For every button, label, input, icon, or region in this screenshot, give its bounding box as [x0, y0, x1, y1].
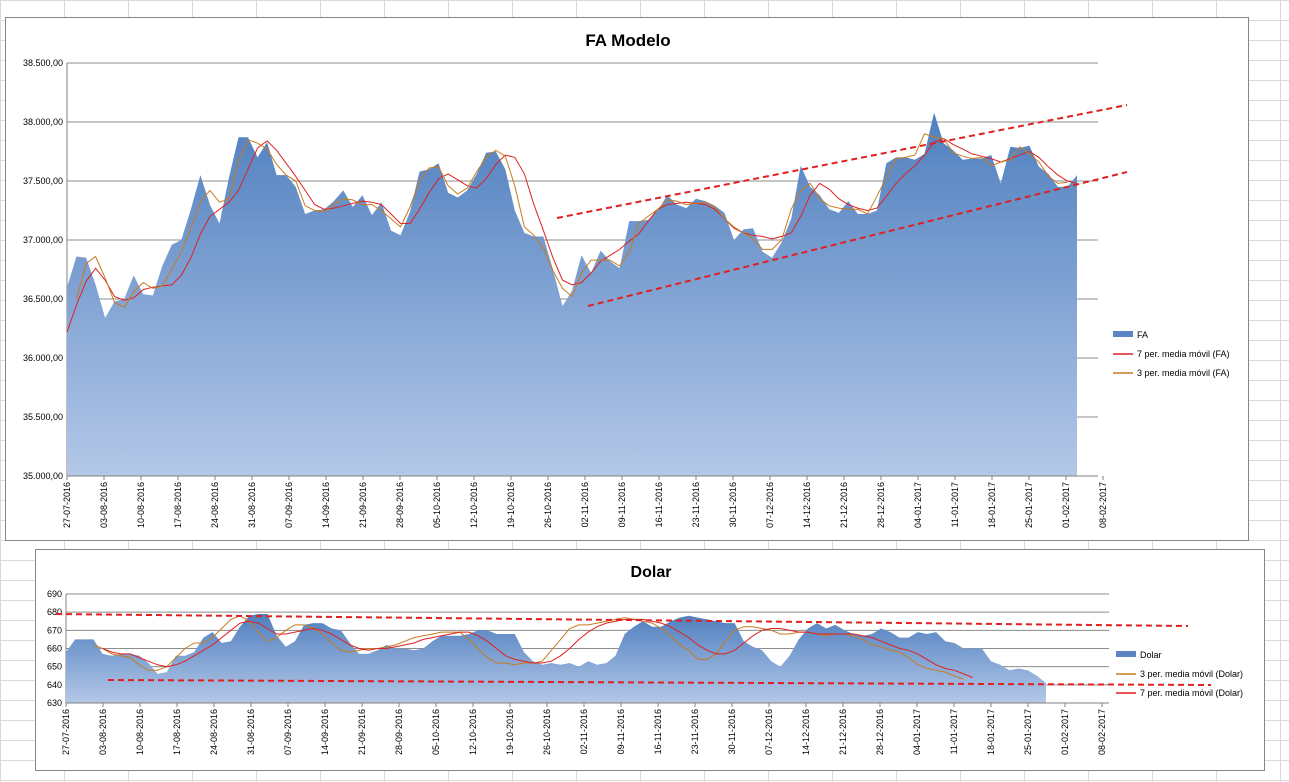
fa-y-tick-label: 38.000,00: [23, 117, 63, 127]
fa-modelo-plot: FA Modelo 35.000,00 35.500,00 36.000,00 36.5…: [23, 31, 1230, 528]
dolar-x-tick-label: 03-08-2016: [98, 709, 108, 755]
dolar-x-tick-label: 14-12-2016: [801, 709, 811, 755]
dolar-trend-line-1: [107, 679, 1212, 686]
dolar-x-tick-label: 08-02-2017: [1097, 709, 1107, 755]
dolar-x-tick-label: 16-11-2016: [653, 709, 663, 754]
fa-trend-line-0: [556, 104, 1128, 219]
dolar-x-tick-label: 05-10-2016: [431, 709, 441, 755]
fa-trend-line-1: [587, 171, 1128, 307]
dolar-x-tick-label: 10-08-2016: [135, 709, 145, 755]
dolar-x-tick-label: 24-08-2016: [209, 709, 219, 755]
fa-x-tick-label: 05-10-2016: [432, 482, 442, 528]
fa-x-tick-label: 08-02-2017: [1098, 482, 1108, 528]
dolar-x-tick-label: 07-12-2016: [764, 709, 774, 755]
fa-x-tick-label: 28-12-2016: [876, 482, 886, 528]
fa-x-tick-label: 21-12-2016: [839, 482, 849, 528]
fa-y-tick-label: 37.500,00: [23, 176, 63, 186]
fa-x-tick-label: 14-12-2016: [802, 482, 812, 528]
dolar-x-tick-label: 21-09-2016: [357, 709, 367, 755]
dolar-x-tick-label: 11-01-2017: [949, 709, 959, 754]
dolar-y-tick-label: 670: [47, 625, 62, 635]
dolar-chart: Dolar 630 640 650 660 670 680 690 27-07-2016 03-0…: [35, 549, 1265, 771]
fa-x-tick-label: 23-11-2016: [691, 482, 701, 527]
fa-y-tick-label: 38.500,00: [23, 58, 63, 68]
fa-x-tick-label: 25-01-2017: [1024, 482, 1034, 528]
dolar-x-tick-label: 19-10-2016: [505, 709, 515, 755]
dolar-x-tick-label: 02-11-2016: [579, 709, 589, 754]
dolar-trend-line-0: [55, 613, 1189, 627]
fa-x-tick-label: 27-07-2016: [62, 482, 72, 528]
fa-x-tick-label: 18-01-2017: [987, 482, 997, 528]
fa-x-tick-label: 07-09-2016: [284, 482, 294, 528]
dolar-y-tick-label: 650: [47, 662, 62, 672]
dolar-x-tick-label: 28-09-2016: [394, 709, 404, 755]
dolar-plot: Dolar 630 640 650 660 670 680 690 27-07-2016 03-0…: [47, 564, 1243, 755]
fa-x-tick-label: 26-10-2016: [543, 482, 553, 528]
dolar-y-tick-label: 630: [47, 698, 62, 708]
dolar-x-tick-label: 23-11-2016: [690, 709, 700, 754]
fa-x-tick-label: 03-08-2016: [99, 482, 109, 528]
fa-series-1-line: [66, 137, 1078, 333]
dolar-x-tick-label: 04-01-2017: [912, 709, 922, 755]
fa-legend-entry: FA: [1137, 330, 1148, 340]
fa-x-tick-label: 07-12-2016: [765, 482, 775, 528]
fa-x-tick-label: 12-10-2016: [469, 482, 479, 528]
dolar-title: Dolar: [631, 564, 672, 581]
fa-x-tick-label: 30-11-2016: [728, 482, 738, 527]
fa-legend-swatch: [1113, 331, 1133, 337]
dolar-x-tick-label: 17-08-2016: [172, 709, 182, 755]
fa-x-tick-label: 16-11-2016: [654, 482, 664, 527]
dolar-legend-entry: 7 per. media móvil (Dolar): [1140, 688, 1243, 698]
fa-x-tick-label: 04-01-2017: [913, 482, 923, 528]
dolar-x-tick-label: 25-01-2017: [1023, 709, 1033, 755]
dolar-x-tick-label: 27-07-2016: [61, 709, 71, 755]
dolar-x-tick-label: 14-09-2016: [320, 709, 330, 755]
fa-x-tick-label: 01-02-2017: [1061, 482, 1071, 528]
dolar-y-tick-label: 640: [47, 680, 62, 690]
fa-x-tick-label: 31-08-2016: [247, 482, 257, 528]
dolar-x-tick-label: 30-11-2016: [727, 709, 737, 754]
fa-x-tick-label: 11-01-2017: [950, 482, 960, 527]
fa-y-tick-label: 35.500,00: [23, 412, 63, 422]
fa-legend-entry: 7 per. media móvil (FA): [1137, 349, 1230, 359]
fa-x-tick-label: 19-10-2016: [506, 482, 516, 528]
dolar-y-tick-label: 680: [47, 607, 62, 617]
fa-y-tick-label: 36.500,00: [23, 294, 63, 304]
fa-x-tick-label: 09-11-2016: [617, 482, 627, 527]
dolar-x-tick-label: 09-11-2016: [616, 709, 626, 754]
fa-x-tick-label: 10-08-2016: [136, 482, 146, 528]
fa-x-tick-label: 14-09-2016: [321, 482, 331, 528]
fa-title: FA Modelo: [585, 31, 670, 50]
dolar-y-tick-label: 660: [47, 644, 62, 654]
dolar-x-tick-label: 12-10-2016: [468, 709, 478, 755]
dolar-legend-entry: Dolar: [1140, 650, 1162, 660]
fa-modelo-chart: FA Modelo 35.000,00 35.500,00 36.000,00 36.5…: [5, 17, 1249, 541]
dolar-x-tick-label: 21-12-2016: [838, 709, 848, 755]
dolar-legend-swatch: [1116, 651, 1136, 657]
dolar-legend-entry: 3 per. media móvil (Dolar): [1140, 669, 1243, 679]
fa-y-tick-label: 37.000,00: [23, 235, 63, 245]
dolar-x-tick-label: 28-12-2016: [875, 709, 885, 755]
dolar-x-tick-label: 01-02-2017: [1060, 709, 1070, 755]
fa-y-tick-label: 36.000,00: [23, 353, 63, 363]
fa-x-tick-label: 17-08-2016: [173, 482, 183, 528]
fa-legend-entry: 3 per. media móvil (FA): [1137, 368, 1230, 378]
dolar-x-tick-label: 18-01-2017: [986, 709, 996, 755]
dolar-x-tick-label: 31-08-2016: [246, 709, 256, 755]
dolar-series-2-line: [102, 618, 973, 679]
fa-x-tick-label: 02-11-2016: [580, 482, 590, 527]
dolar-y-tick-label: 690: [47, 589, 62, 599]
dolar-x-tick-label: 07-09-2016: [283, 709, 293, 755]
fa-x-tick-label: 24-08-2016: [210, 482, 220, 528]
fa-x-tick-label: 28-09-2016: [395, 482, 405, 528]
fa-x-tick-label: 21-09-2016: [358, 482, 368, 528]
fa-series-2-line: [76, 133, 1068, 308]
fa-y-tick-label: 35.000,00: [23, 471, 63, 481]
fa-series-0-area: [67, 112, 1077, 476]
dolar-x-tick-label: 26-10-2016: [542, 709, 552, 755]
